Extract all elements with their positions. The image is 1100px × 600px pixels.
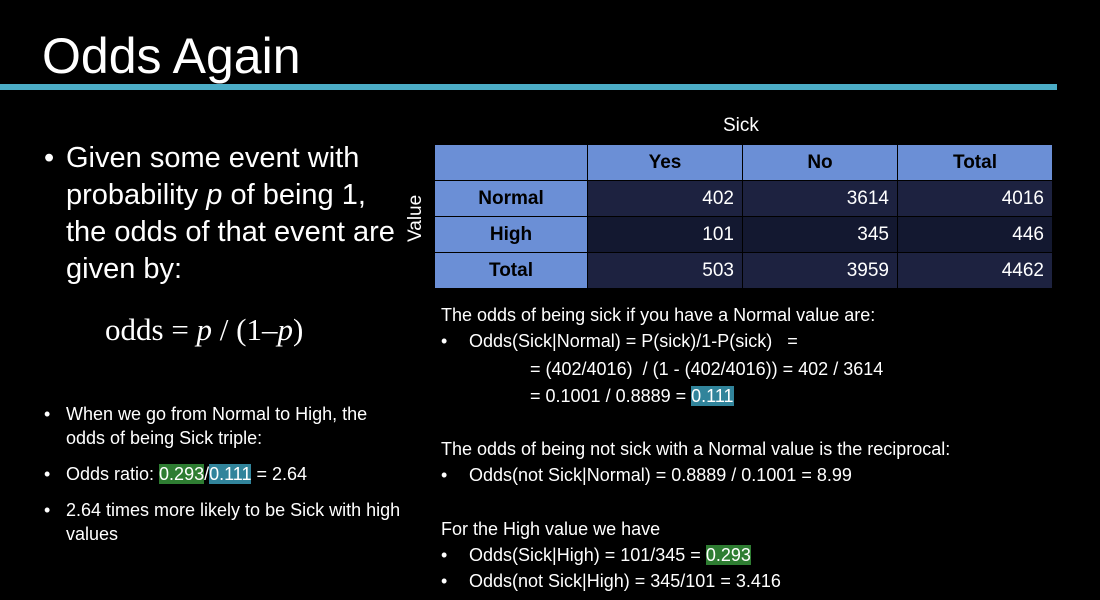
variable-p: p [206,179,223,211]
table-cell: 3614 [742,180,898,217]
not-sick-high-odds: • Odds(not Sick|High) = 345/101 = 3.416 [441,571,781,591]
odds-formula: odds = p / (1–p) [105,312,304,347]
not-sick-normal-odds: • Odds(not Sick|Normal) = 0.8889 / 0.1001… [441,465,852,485]
sub-bullet-likely: • 2.64 times more likely to be Sick with… [44,500,401,544]
table-cell: 402 [587,180,743,217]
normal-odds-formula: • Odds(Sick|Normal) = P(sick)/1-P(sick) = [441,331,798,351]
table-corner-cell [434,144,588,181]
row-group-label: Value [405,194,426,242]
bullet-dot: • [44,142,55,174]
highlight-high-odds: 0.293 [159,464,205,484]
normal-odds-intro: The odds of being sick if you have a Nor… [441,305,876,325]
normal-odds-result: = 0.1001 / 0.8889 = 0.111 [530,386,734,406]
column-header: Yes [587,144,743,181]
sub-bullet-triple: • When we go from Normal to High, the od… [44,404,368,448]
column-header: Total [897,144,1053,181]
highlight-normal-odds-result: 0.111 [691,386,734,406]
highlight-high-odds-result: 0.293 [705,545,751,565]
main-bullet: • Given some event with probability p of… [44,140,404,288]
row-header: Total [434,252,588,289]
table-cell: 3959 [742,252,898,289]
highlight-normal-odds: 0.111 [209,464,252,484]
sick-high-odds: • Odds(Sick|High) = 101/345 = 0.293 [441,545,751,565]
normal-odds-step: = (402/4016) / (1 - (402/4016)) = 402 / … [530,359,884,379]
table-cell: 4016 [897,180,1053,217]
reciprocal-intro: The odds of being not sick with a Normal… [441,439,951,459]
main-bullet-text: Given some event with probability p of b… [66,142,395,285]
table-row: High 101 345 446 [434,216,1053,253]
row-header: High [434,216,588,253]
slide-title: Odds Again [42,28,301,84]
table-cell: 101 [587,216,743,253]
row-header: Normal [434,180,588,217]
column-header: No [742,144,898,181]
table-header-row: Yes No Total [434,144,1053,181]
table-cell: 446 [897,216,1053,253]
column-group-label: Sick [723,115,759,136]
sub-bullet-odds-ratio: • Odds ratio: 0.293/0.111 = 2.64 [44,464,308,484]
table-cell: 503 [587,252,743,289]
contingency-table: Yes No Total Normal 402 3614 4016 High 1… [434,144,1053,289]
table-row: Normal 402 3614 4016 [434,180,1053,217]
table-row: Total 503 3959 4462 [434,252,1053,289]
table-cell: 345 [742,216,898,253]
high-value-intro: For the High value we have [441,519,661,539]
title-underline [0,84,1057,90]
table-cell: 4462 [897,252,1053,289]
